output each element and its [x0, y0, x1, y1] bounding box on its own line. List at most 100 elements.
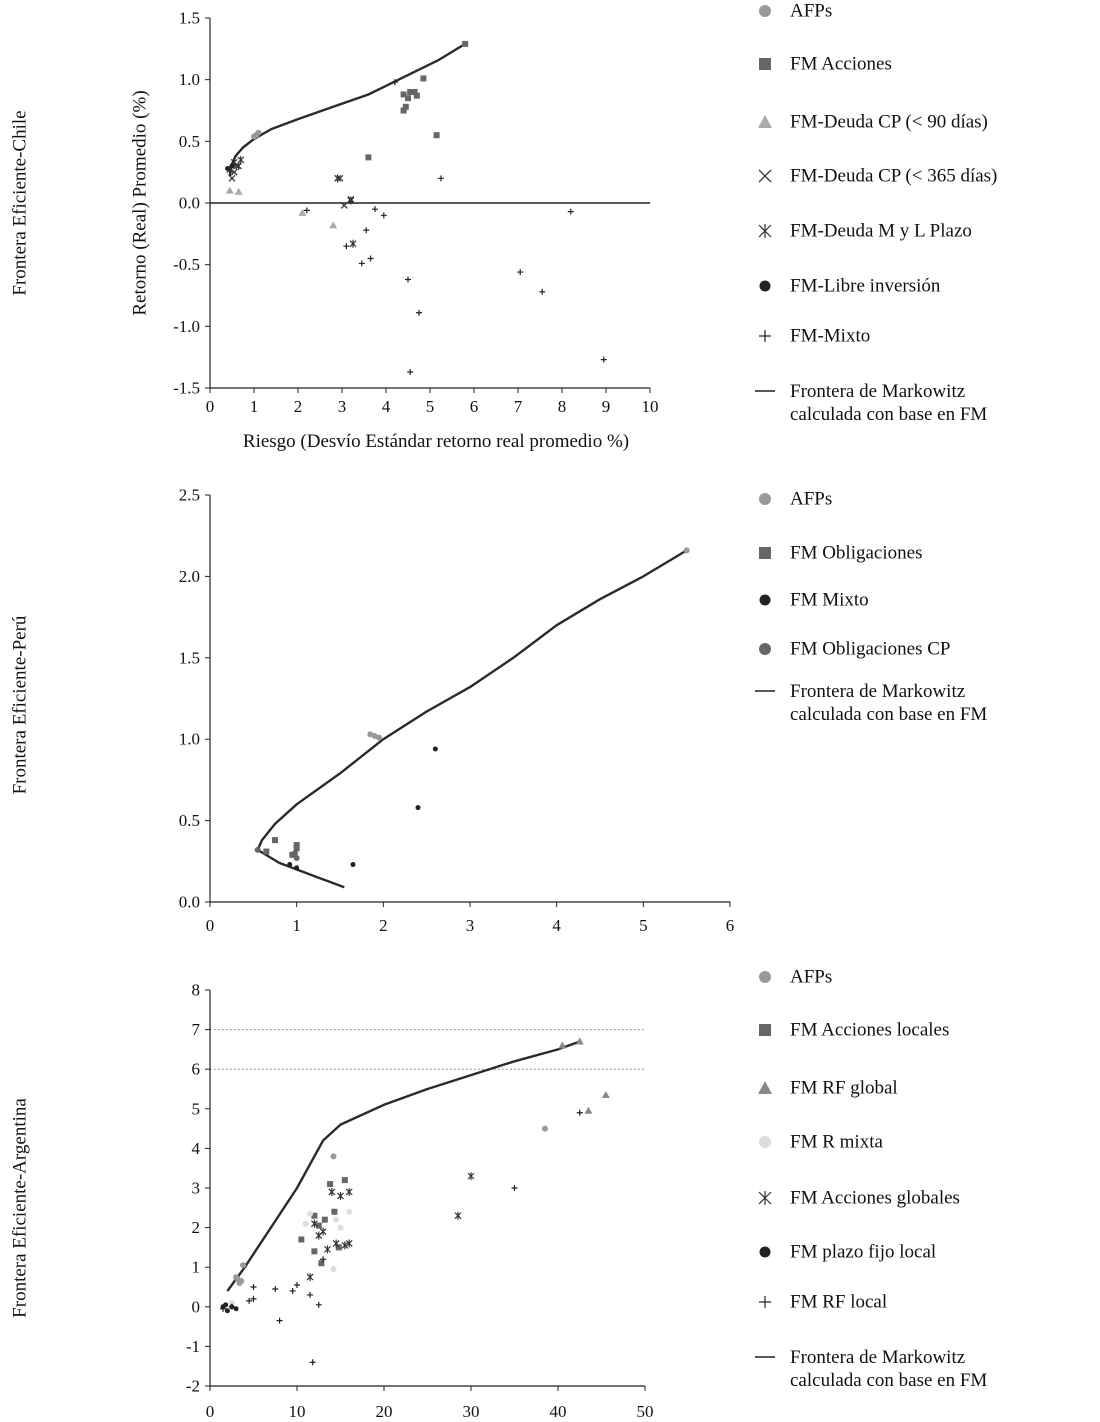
data-point [405, 95, 411, 102]
legend-label: AFPs [790, 1, 832, 22]
y-tick-label: -2 [186, 1377, 200, 1396]
legend-marker [759, 643, 771, 655]
data-point [683, 547, 690, 554]
legend-frontier-label-line: calculada con base en FM [790, 404, 987, 425]
data-point [233, 1306, 239, 1312]
legend-marker [759, 594, 771, 606]
y-tick-label: -0.5 [173, 255, 200, 274]
y-tick-label: 1.0 [179, 70, 200, 89]
data-point [407, 89, 414, 95]
x-tick-label: 3 [338, 397, 347, 416]
legend-frontier-label: Frontera de Markowitz calculada con base … [790, 681, 987, 725]
series-3 [228, 1208, 353, 1306]
y-tick-label: 1.5 [179, 648, 200, 667]
data-point [343, 243, 350, 250]
data-point [539, 288, 546, 295]
legend: AFPs FM Acciones locales FM RF global FM R … [755, 967, 987, 1391]
x-tick-label: 8 [558, 397, 567, 416]
data-point [309, 1359, 316, 1366]
legend-label: FM-Deuda CP (< 365 días) [790, 166, 997, 187]
x-tick-label: 1 [250, 397, 259, 416]
data-point [298, 208, 307, 216]
y-tick-label: 0.5 [179, 811, 200, 830]
legend-label: AFPs [790, 489, 832, 510]
data-point [293, 842, 300, 849]
data-point [345, 1187, 353, 1196]
x-tick-label: 20 [376, 1402, 393, 1421]
series-2 [287, 746, 438, 871]
legend-marker [759, 5, 771, 17]
y-tick-label: 3 [192, 1179, 201, 1198]
data-point [298, 1236, 305, 1243]
data-point [293, 845, 300, 852]
data-point [376, 734, 382, 741]
data-point [334, 174, 342, 183]
data-point [416, 309, 422, 316]
x-tick-label: 1 [292, 916, 301, 935]
y-tick-label: -1.5 [173, 379, 200, 398]
data-point [303, 207, 310, 214]
data-point [400, 91, 407, 98]
data-point [238, 1278, 245, 1285]
legend-marker [758, 169, 772, 183]
data-point [341, 1241, 349, 1250]
legend-marker [759, 1136, 771, 1148]
data-point [372, 206, 378, 213]
legend-label: FM Acciones globales [790, 1188, 960, 1209]
x-tick-label: 10 [289, 1402, 306, 1421]
data-point [220, 1305, 227, 1312]
data-point [415, 805, 421, 811]
panel-1: Frontera Eficiente-Perú 2.5 2.0 1.5 1.0 0.5 0.… [10, 486, 988, 936]
legend-label: FM Mixto [790, 590, 869, 611]
data-point [306, 1273, 314, 1282]
data-point [289, 851, 296, 858]
series-0 [367, 547, 690, 741]
series-3 [228, 162, 355, 209]
data-point [400, 107, 407, 114]
data-point [310, 1219, 318, 1228]
data-point [224, 1308, 230, 1314]
legend-label: AFPs [790, 967, 832, 988]
legend-marker [759, 58, 771, 70]
series-5 [225, 163, 235, 171]
data-point [541, 1125, 548, 1132]
x-tick-label: 6 [726, 916, 735, 935]
panel-0: Frontera Eficiente-Chile 1.5 1.0 0.5 0.0 -0.5… [10, 1, 998, 453]
legend-label: FM Acciones [790, 54, 892, 75]
data-point [327, 1181, 334, 1188]
data-point [438, 175, 444, 182]
data-point [302, 1220, 309, 1227]
x-tick-label: 7 [514, 397, 523, 416]
series-1 [298, 1177, 348, 1267]
series-0 [233, 1125, 548, 1287]
y-tick-label: 6 [192, 1060, 201, 1079]
data-point [225, 165, 231, 171]
data-point [363, 227, 370, 234]
legend-frontier-label-line: Frontera de Markowitz [790, 1347, 965, 1368]
x-tick-label: 3 [466, 916, 475, 935]
y-tick-label: 0.0 [179, 893, 200, 912]
x-tick-label: 50 [637, 1402, 654, 1421]
legend-label: FM Acciones locales [790, 1020, 949, 1041]
legend-marker [759, 547, 771, 559]
data-point [335, 1244, 342, 1251]
legend-marker [759, 971, 771, 983]
series-2 [558, 1037, 610, 1114]
data-point [584, 1106, 593, 1114]
legend-marker [758, 1081, 772, 1094]
data-point [407, 368, 414, 375]
legend-label: FM RF local [790, 1292, 887, 1313]
legend-label: FM RF global [790, 1078, 898, 1099]
x-tick-label: 9 [602, 397, 611, 416]
legend-frontier-label-line: calculada con base en FM [790, 1370, 987, 1391]
data-point [345, 1239, 353, 1248]
legend-marker [759, 1024, 771, 1036]
data-point [291, 850, 298, 857]
data-point [324, 1245, 331, 1254]
legend-label: FM-Deuda M y L Plazo [790, 221, 972, 242]
data-point [233, 1274, 240, 1281]
panel-2: Frontera Eficiente-Argentina876543210-1-… [10, 967, 988, 1422]
data-point [250, 1284, 257, 1290]
series-6 [220, 1109, 583, 1366]
data-point [289, 1287, 296, 1294]
